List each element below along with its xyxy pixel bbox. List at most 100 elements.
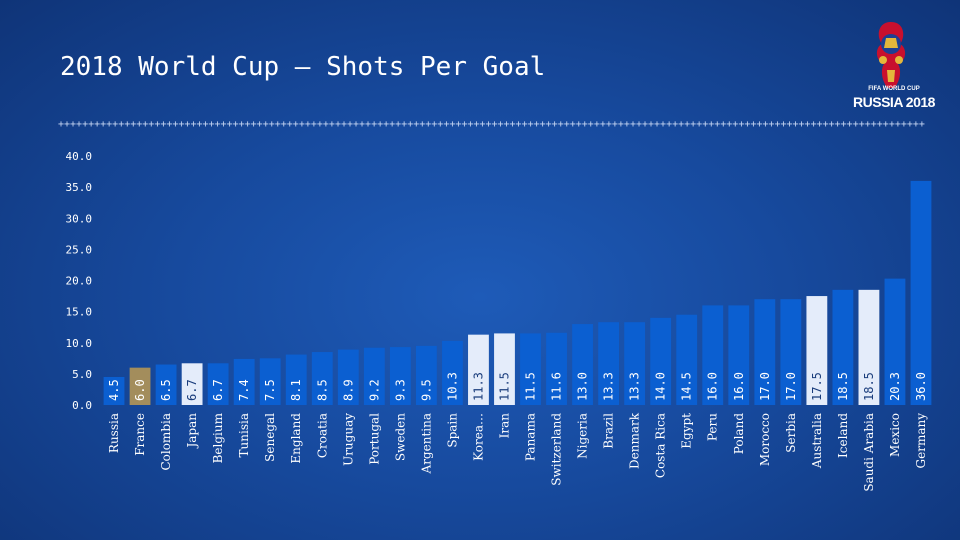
bar-uruguay: [337, 349, 359, 405]
bar-croatia: [311, 352, 333, 405]
bar-spain: [442, 340, 463, 405]
bar-australia: [806, 296, 828, 405]
bar-value-label: 4.5: [107, 379, 121, 401]
bar-value-label: 10.3: [445, 372, 459, 401]
bar-value-label: 18.5: [836, 372, 850, 401]
y-tick-label: 10.0: [66, 337, 93, 350]
bar-value-label: 17.0: [784, 372, 798, 401]
x-category-label: Tunisia: [237, 413, 251, 457]
bar-switzerland: [546, 332, 567, 405]
x-category-label: Morocco: [758, 413, 772, 466]
chart-title: 2018 World Cup – Shots Per Goal: [60, 52, 546, 82]
x-category-label: Portugal: [367, 413, 381, 465]
bar-sweden: [389, 347, 411, 405]
x-category-label: Switzerland: [550, 413, 564, 486]
bar-saudi-arabia: [858, 289, 880, 405]
bar-iceland: [832, 289, 854, 405]
x-category-label: Russia: [107, 413, 121, 453]
y-tick-label: 15.0: [66, 306, 93, 319]
bar-france: [129, 367, 151, 405]
x-category-label: Belgium: [211, 412, 225, 463]
bar-value-label: 8.5: [315, 379, 329, 401]
bar-brazil: [598, 322, 620, 405]
bar-value-label: 16.0: [732, 372, 746, 401]
y-tick-label: 20.0: [66, 275, 93, 288]
bar-value-label: 9.3: [393, 379, 407, 401]
bar-argentina: [415, 345, 437, 405]
bar-korea-: [468, 334, 489, 405]
x-category-label: England: [289, 413, 303, 464]
bar-value-label: 11.6: [550, 372, 564, 401]
bar-iran: [494, 333, 515, 405]
bar-value-label: 20.3: [888, 372, 902, 401]
x-category-label: Spain: [445, 413, 459, 448]
x-category-label: Egypt: [680, 413, 694, 449]
bar-value-label: 6.7: [185, 379, 199, 401]
bar-value-label: 18.5: [862, 372, 876, 401]
bar-peru: [702, 305, 724, 405]
x-category-label: Panama: [524, 413, 538, 461]
logo-title: RUSSIA 2018: [853, 94, 935, 110]
x-category-label: Argentina: [419, 413, 433, 474]
x-category-label: Nigeria: [576, 413, 590, 459]
x-category-label: Sweden: [393, 413, 407, 461]
bar-value-label: 17.5: [810, 372, 824, 401]
bar-england: [285, 354, 307, 405]
bar-value-label: 14.0: [654, 372, 668, 401]
bar-value-label: 14.5: [680, 372, 694, 401]
x-category-label: Australia: [810, 413, 824, 469]
y-tick-label: 35.0: [66, 181, 93, 194]
bar-value-label: 11.5: [524, 372, 538, 401]
bar-value-label: 17.0: [758, 372, 772, 401]
bar-mexico: [884, 278, 906, 405]
bar-tunisia: [233, 358, 255, 405]
y-tick-label: 25.0: [66, 243, 93, 256]
bar-denmark: [624, 322, 646, 405]
y-tick-label: 0.0: [72, 399, 92, 412]
bar-value-label: 6.5: [159, 379, 173, 401]
bar-panama: [520, 333, 541, 405]
bar-value-label: 16.0: [706, 372, 720, 401]
x-category-label: Iran: [497, 413, 511, 439]
x-category-label: Iceland: [836, 413, 850, 458]
bar-colombia: [155, 364, 177, 405]
bar-nigeria: [572, 324, 593, 405]
world-cup-logo-icon: [876, 22, 906, 88]
x-category-label: Costa Rica: [654, 413, 668, 478]
bar-russia: [103, 376, 125, 405]
x-category-label: Brazil: [602, 413, 616, 449]
bar-value-label: 9.5: [419, 379, 433, 401]
bar-value-label: 9.2: [367, 379, 381, 401]
bar-portugal: [363, 347, 385, 405]
bar-value-label: 6.0: [133, 379, 147, 401]
y-tick-label: 30.0: [66, 212, 93, 225]
x-category-label: Senegal: [263, 413, 277, 462]
bar-value-label: 7.4: [237, 379, 251, 401]
bar-morocco: [754, 299, 776, 405]
x-category-label: Korea…: [471, 413, 485, 461]
y-tick-label: 5.0: [72, 368, 92, 381]
x-category-label: Germany: [914, 413, 928, 469]
bar-japan: [181, 363, 203, 405]
x-category-label: Serbia: [784, 413, 798, 453]
x-category-label: Saudi Arabia: [862, 413, 876, 492]
x-category-label: Peru: [706, 413, 720, 441]
x-category-label: France: [133, 413, 147, 456]
logo-subtitle: FIFA WORLD CUP: [868, 86, 920, 92]
bar-poland: [728, 305, 750, 405]
bar-germany: [910, 180, 932, 405]
x-category-label: Croatia: [315, 413, 329, 458]
bar-senegal: [259, 358, 281, 405]
x-category-label: Mexico: [888, 413, 902, 457]
x-category-label: Uruguay: [341, 413, 355, 466]
bar-value-label: 8.1: [289, 379, 303, 401]
x-category-label: Poland: [732, 413, 746, 455]
x-category-label: Japan: [185, 413, 199, 450]
bar-value-label: 11.3: [471, 372, 485, 401]
bar-belgium: [207, 363, 229, 405]
bar-value-label: 11.5: [497, 372, 511, 401]
bar-value-label: 6.7: [211, 379, 225, 401]
x-category-label: Denmark: [628, 412, 642, 469]
y-tick-label: 40.0: [66, 150, 93, 163]
